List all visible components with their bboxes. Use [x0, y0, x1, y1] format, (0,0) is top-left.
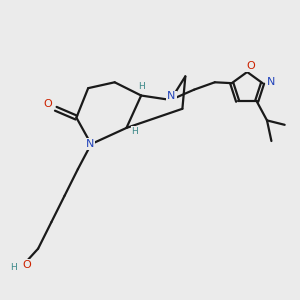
Text: N: N — [167, 92, 176, 101]
Text: H: H — [131, 127, 138, 136]
Text: N: N — [85, 139, 94, 149]
Text: H: H — [10, 263, 16, 272]
Text: H: H — [138, 82, 145, 91]
Text: N: N — [267, 77, 275, 87]
Text: O: O — [22, 260, 31, 270]
Text: O: O — [43, 99, 52, 110]
Text: O: O — [246, 61, 255, 71]
